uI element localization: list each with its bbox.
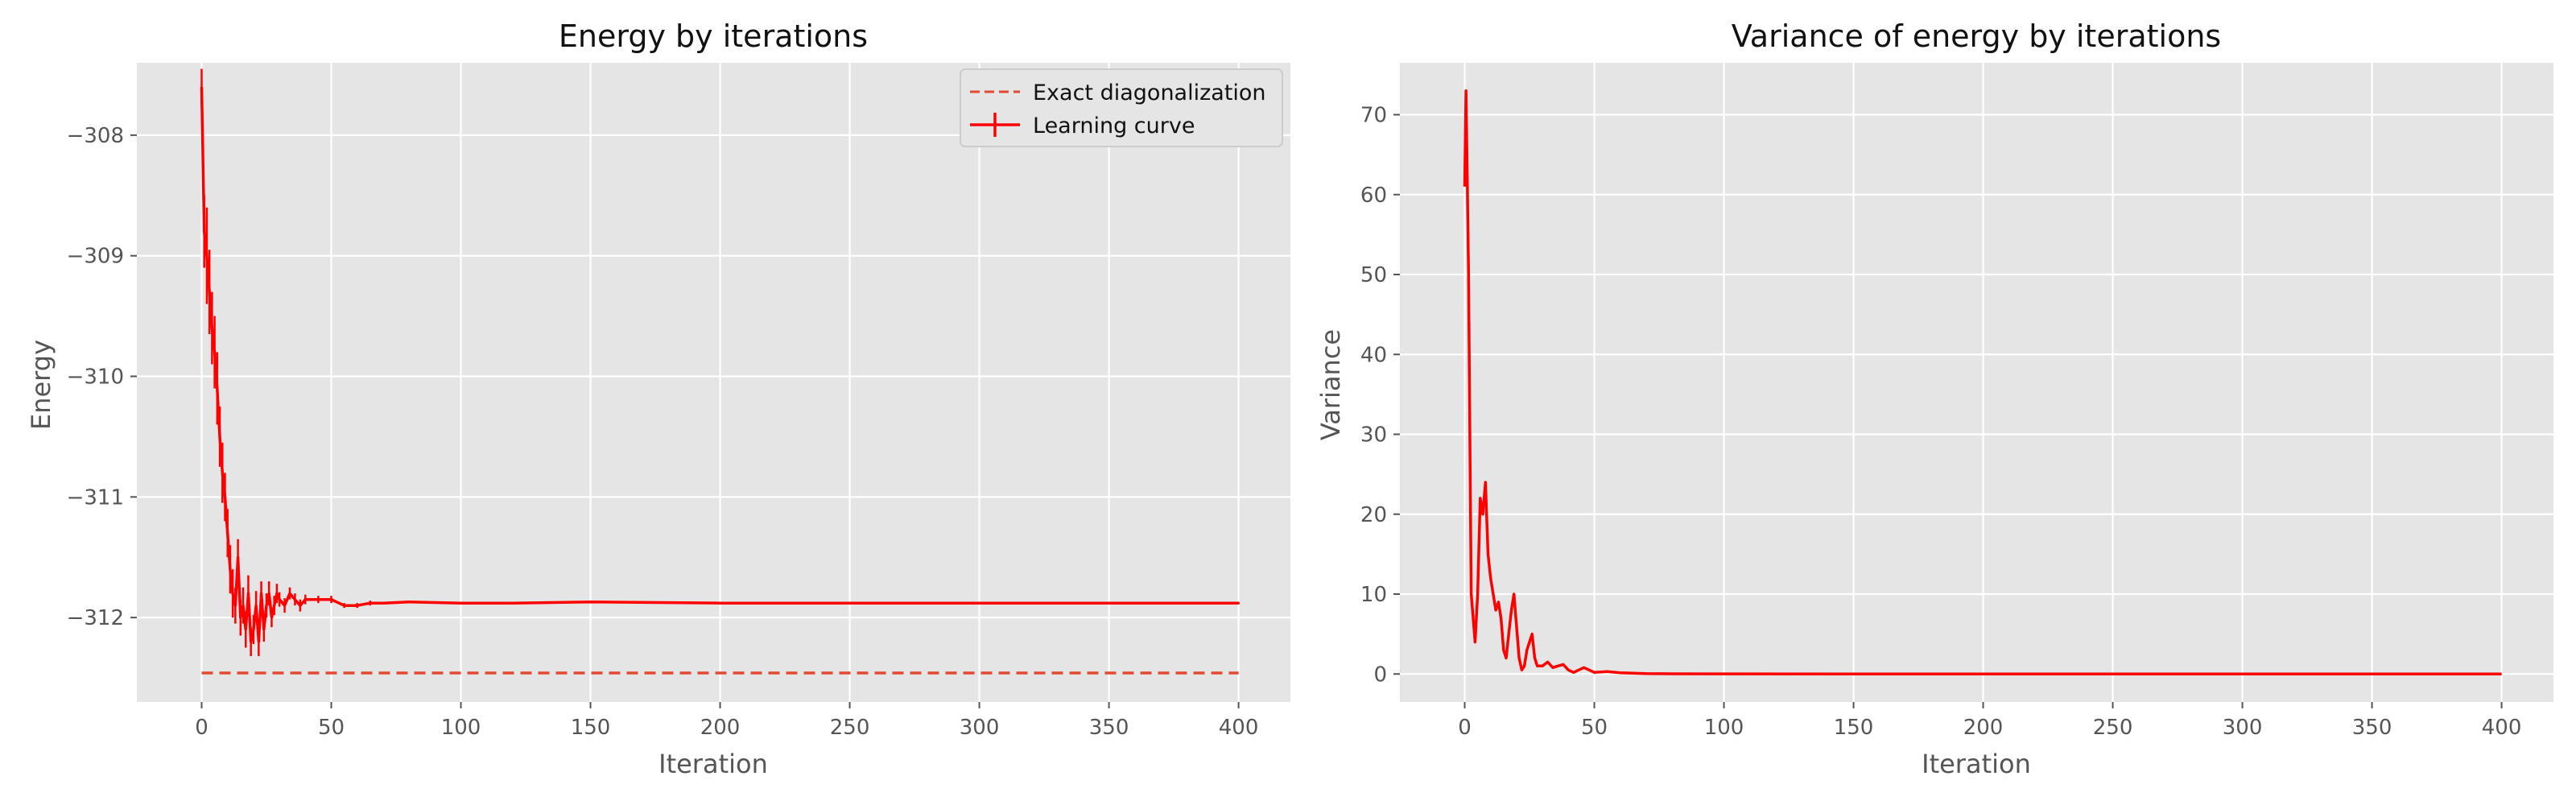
energy-plot-area: [137, 63, 1290, 702]
y-tick-label: −308: [67, 124, 124, 148]
x-tick-label: 400: [1219, 716, 1259, 740]
variance-x-axis-label: Iteration: [1922, 749, 2031, 779]
y-tick-label: 30: [1360, 423, 1387, 448]
x-tick-label: 0: [1458, 716, 1472, 740]
y-tick-label: 0: [1373, 663, 1387, 687]
energy-legend: Exact diagonalization Learning curve: [960, 68, 1283, 147]
x-tick-label: 150: [571, 716, 611, 740]
energy-chart: 0 50 100 150 200 250 300 350 400 −312 −311 −310 −309…: [26, 19, 1290, 779]
variance-ticks: 0 50 100 150 200 250 300 350 400 0 10 20 30 40 50 60 70: [1360, 104, 2522, 740]
x-tick-label: 350: [1089, 716, 1129, 740]
y-tick-label: 50: [1360, 263, 1387, 287]
y-tick-label: −310: [67, 365, 124, 390]
energy-chart-title: Energy by iterations: [559, 19, 868, 54]
x-tick-label: 0: [195, 716, 208, 740]
energy-ticks: 0 50 100 150 200 250 300 350 400 −312 −311 −310 −309…: [67, 124, 1259, 740]
x-tick-label: 400: [2482, 716, 2522, 740]
x-tick-label: 50: [1581, 716, 1608, 740]
x-tick-label: 100: [1704, 716, 1744, 740]
series-line-variance: [1463, 89, 2502, 675]
x-tick-label: 250: [830, 716, 870, 740]
y-tick-label: 60: [1360, 184, 1387, 208]
x-tick-label: 50: [318, 716, 345, 740]
variance-y-axis-label: Variance: [1315, 329, 1346, 440]
energy-series: [200, 68, 1240, 675]
y-tick-label: 10: [1360, 583, 1387, 607]
y-tick-label: 70: [1360, 104, 1387, 128]
y-tick-label: −312: [67, 606, 124, 630]
x-tick-label: 350: [2352, 716, 2392, 740]
y-tick-label: 40: [1360, 343, 1387, 367]
variance-series: [1463, 89, 2502, 675]
x-tick-label: 250: [2093, 716, 2133, 740]
legend-box: [960, 68, 1283, 147]
energy-x-axis-label: Iteration: [658, 749, 768, 779]
legend-entry-exact-diagonalization: Exact diagonalization: [1033, 80, 1266, 105]
x-tick-label: 300: [2223, 716, 2263, 740]
variance-plot-area: [1400, 63, 2553, 702]
variance-chart: 0 50 100 150 200 250 300 350 400010203040506070 …: [1315, 19, 2553, 779]
y-tick-label: 20: [1360, 503, 1387, 527]
energy-y-axis-label: Energy: [26, 340, 56, 430]
y-tick-label: −309: [67, 245, 124, 269]
series-line-learning-curve: [200, 86, 1239, 643]
x-tick-label: 100: [441, 716, 481, 740]
variance-chart-title: Variance of energy by iterations: [1732, 19, 2221, 54]
x-tick-label: 300: [960, 716, 1000, 740]
y-tick-label: −311: [67, 485, 124, 510]
legend-entry-learning-curve: Learning curve: [1033, 114, 1195, 138]
x-tick-label: 200: [700, 716, 741, 740]
x-tick-label: 200: [1963, 716, 2004, 740]
x-tick-label: 150: [1834, 716, 1874, 740]
variance-grid: [1400, 63, 2553, 702]
